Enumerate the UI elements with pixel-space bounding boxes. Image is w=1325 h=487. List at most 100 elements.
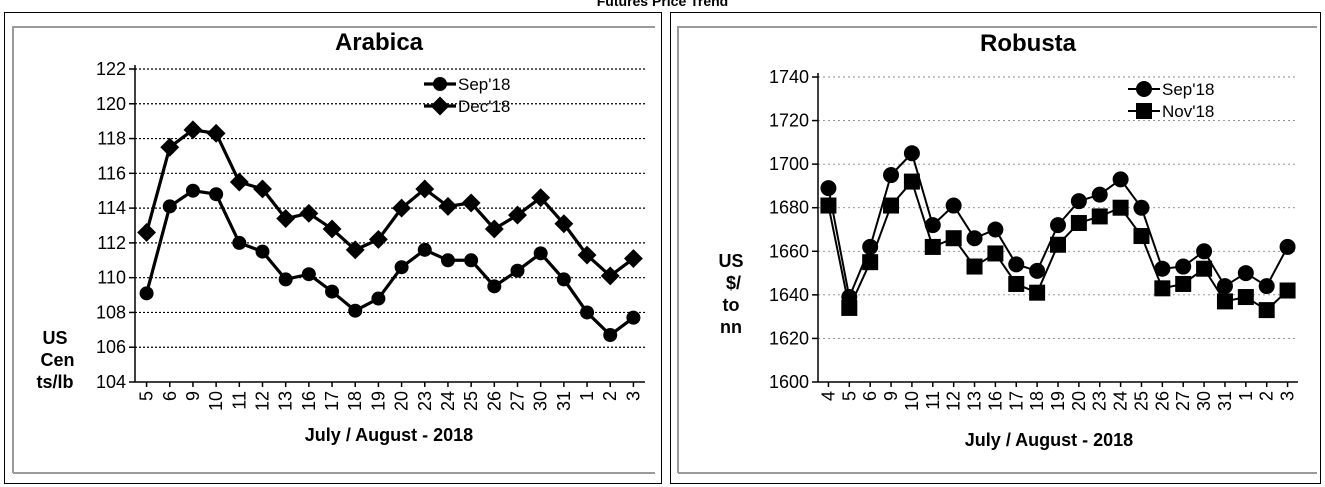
robusta-series-nov-18-point [1238,289,1254,305]
robusta-y-tick-label: 1620 [769,328,809,348]
arabica-series-sep-18-point [163,199,177,213]
robusta-series-nov-18-point [1196,261,1212,277]
robusta-series-sep-18-point [883,167,899,183]
arabica-series-sep-18-point [186,184,200,198]
arabica-series-dec-18-point [207,124,226,143]
robusta-series-nov-18-point [862,254,878,270]
robusta-chart: Robusta160016201640166016801700172017404… [671,13,1322,485]
robusta-x-tick-label: 11 [923,391,943,410]
robusta-x-tick-label: 25 [1131,391,1151,411]
robusta-series-sep-18-point [1259,278,1275,294]
robusta-series-nov-18-point [841,300,857,316]
arabica-y-tick-label: 108 [96,302,126,322]
robusta-legend-nov-18-label: Nov'18 [1162,102,1214,121]
arabica-series-dec-18-point [137,223,156,242]
robusta-series-nov-18-point [1050,237,1066,253]
robusta-series-sep-18-point [1175,259,1191,275]
robusta-y-tick-label: 1640 [769,285,809,305]
robusta-x-tick-label: 20 [1069,391,1089,411]
arabica-y-tick-label: 114 [97,198,126,218]
robusta-series-sep-18-point [1008,256,1024,272]
arabica-x-tick-label: 5 [137,391,157,401]
arabica-y-tick-label: 118 [97,129,126,149]
arabica-chart-title: Arabica [335,29,424,56]
robusta-series-nov-18-point [1259,302,1275,318]
arabica-y-tick-label: 122 [96,59,126,79]
robusta-series-nov-18-point [883,198,899,214]
robusta-series-sep-18-point [1280,239,1296,255]
robusta-series-sep-18-point [820,180,836,196]
arabica-series-sep-18-point [464,253,478,267]
arabica-series-sep-18-point [441,253,455,267]
robusta-series-nov-18-point [1175,276,1191,292]
robusta-x-tick-label: 18 [1027,391,1047,411]
arabica-series-sep-18-point [348,304,362,318]
robusta-x-tick-label: 31 [1215,391,1235,411]
arabica-legend-dec-18-marker [431,97,450,116]
robusta-chart-title: Robusta [980,30,1077,57]
robusta-series-nov-18-point [987,245,1003,261]
arabica-x-tick-label: 31 [554,391,574,411]
robusta-x-tick-label: 4 [818,391,838,401]
arabica-x-tick-label: 17 [322,391,342,411]
robusta-y-tick-label: 1660 [769,241,809,261]
robusta-y-tick-label: 1700 [769,154,809,174]
arabica-series-sep-18-point [325,285,339,299]
robusta-x-tick-label: 6 [860,391,880,401]
robusta-series-nov-18-point [1154,280,1170,296]
robusta-legend-sep-18-label: Sep'18 [1162,80,1214,99]
robusta-x-tick-label: 5 [839,391,859,401]
arabica-series-sep-18-point [395,260,409,274]
arabica-y-tick-label: 116 [97,163,126,183]
robusta-y-tick-label: 1600 [769,372,809,392]
robusta-y-tick-label: 1720 [769,111,809,131]
arabica-x-tick-label: 3 [623,391,643,401]
robusta-series-nov-18-point [1133,228,1149,244]
robusta-x-tick-label: 26 [1152,391,1172,411]
arabica-y-tick-label: 112 [97,233,126,253]
arabica-x-tick-label: 6 [160,391,180,401]
arabica-x-tick-label: 24 [438,391,458,411]
robusta-series-nov-18-point [946,230,962,246]
arabica-x-tick-label: 1 [577,391,597,401]
arabica-series-sep-18-point [511,264,525,278]
robusta-series-nov-18-point [904,174,920,190]
robusta-y-tick-label: 1740 [769,67,809,87]
robusta-x-tick-label: 10 [902,391,922,411]
arabica-series-sep-18-point [209,187,223,201]
arabica-y-axis-label: US Cen ts/lb [35,328,74,392]
robusta-x-tick-label: 12 [944,391,964,411]
arabica-series-sep-18-point [140,286,154,300]
robusta-series-nov-18-point [1029,285,1045,301]
robusta-x-tick-label: 27 [1173,391,1193,411]
arabica-y-tick-label: 110 [97,268,126,288]
arabica-chart-panel: Arabica 104 106 108 110 112 114 116 118 120 122 5 6 9… [4,12,662,484]
arabica-series-sep-18-point [557,272,571,286]
robusta-x-tick-label: 1 [1236,391,1256,401]
arabica-x-tick-label: 30 [531,391,551,411]
robusta-x-tick-label: 2 [1257,391,1277,401]
arabica-series-sep-18-point [256,245,270,259]
robusta-x-axis-label: July / August - 2018 [965,430,1133,450]
arabica-series-dec-18-point [230,173,249,192]
robusta-series-nov-18-point [1113,200,1129,216]
robusta-series-sep-18-point [1196,243,1212,259]
arabica-series-sep-18-line [147,191,634,335]
arabica-x-tick-label: 25 [461,391,481,411]
arabica-x-tick-label: 10 [206,391,226,411]
robusta-series-sep-18-point [1113,171,1129,187]
robusta-series-sep-18-point [1133,200,1149,216]
robusta-series-sep-18-point [1238,265,1254,281]
arabica-y-tick-label: 104 [96,372,126,392]
arabica-series-sep-18-point [302,267,316,281]
arabica-x-tick-label: 12 [253,391,273,411]
robusta-x-tick-label: 16 [985,391,1005,411]
arabica-series-dec-18-point [299,204,318,223]
arabica-x-tick-label: 26 [484,391,504,411]
robusta-series-sep-18-point [904,145,920,161]
robusta-series-sep-18-point [1071,193,1087,209]
robusta-series-nov-18-point [820,198,836,214]
arabica-y-tick-label: 120 [96,94,126,114]
robusta-x-tick-label: 23 [1090,391,1110,411]
robusta-x-tick-label: 3 [1278,391,1298,401]
